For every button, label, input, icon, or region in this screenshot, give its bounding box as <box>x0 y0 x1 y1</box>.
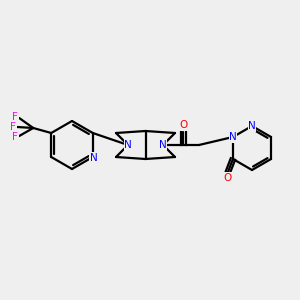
Text: O: O <box>179 120 187 130</box>
Text: N: N <box>90 153 98 163</box>
Text: F: F <box>10 122 16 132</box>
Text: F: F <box>12 112 18 122</box>
Text: F: F <box>12 132 18 142</box>
Text: O: O <box>224 173 232 183</box>
Text: N: N <box>229 132 237 142</box>
Text: N: N <box>248 121 256 131</box>
Text: N: N <box>159 140 167 150</box>
Text: N: N <box>124 140 132 150</box>
